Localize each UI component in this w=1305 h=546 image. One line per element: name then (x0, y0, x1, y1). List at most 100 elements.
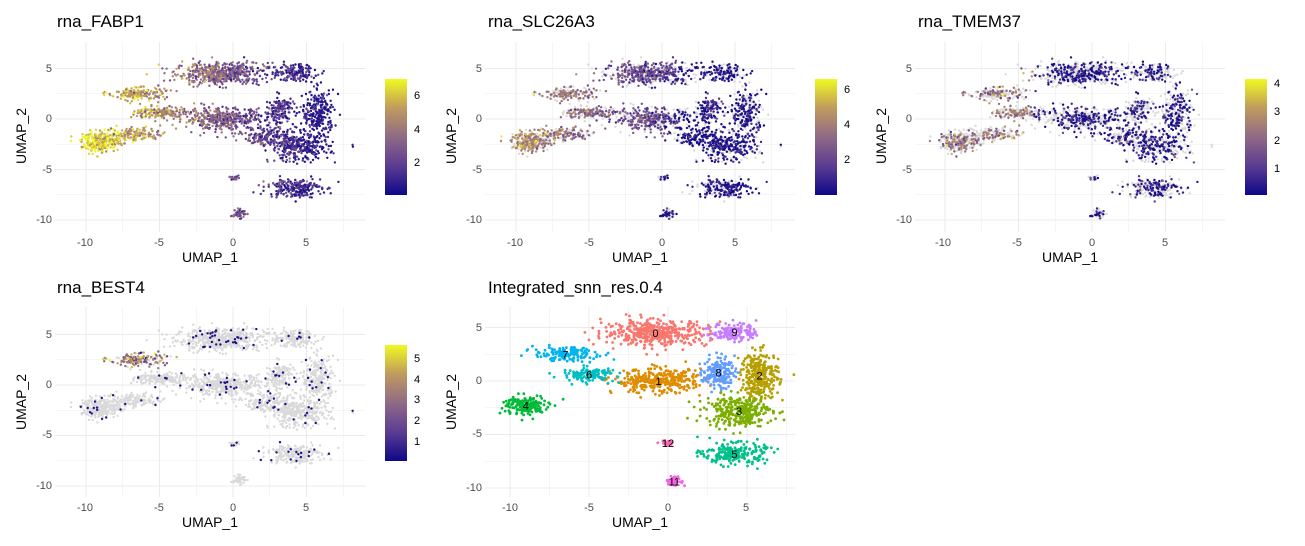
cell-point (237, 115, 240, 118)
cell-point (746, 118, 749, 121)
cell-point (229, 70, 233, 74)
cell-point (637, 106, 640, 109)
cell-point (741, 103, 744, 106)
cell-point (266, 61, 269, 65)
cell-point (273, 138, 276, 141)
cell-point (324, 126, 327, 129)
cell-point (116, 148, 119, 151)
cell-point (571, 108, 575, 111)
cell-point (293, 139, 296, 143)
cell-point (601, 70, 605, 73)
cell-point (622, 80, 625, 84)
cell-point (512, 142, 516, 146)
cell-point (255, 111, 258, 114)
cell-point (181, 77, 184, 81)
cell-point (711, 192, 714, 196)
cell-point (148, 92, 151, 95)
cell-point (305, 121, 308, 124)
cell-point (668, 67, 671, 71)
y-ticks: 5 0 -5 -10 (36, 63, 52, 226)
cell-point (178, 112, 181, 116)
cell-point (696, 185, 699, 188)
cell-point (278, 114, 281, 118)
cell-point (144, 105, 147, 109)
cell-point (233, 72, 237, 75)
cell-point (739, 121, 742, 124)
cell-point (82, 142, 86, 146)
cell-point (630, 123, 634, 126)
cell-point (221, 105, 224, 109)
cell-point (194, 77, 198, 80)
cell-point (650, 86, 654, 90)
cell-point (289, 127, 292, 131)
cell-point (218, 85, 221, 89)
cell-point (630, 121, 633, 124)
cell-point (648, 117, 651, 120)
cell-point (329, 99, 332, 103)
cell-point (324, 140, 327, 143)
cell-point (258, 132, 262, 136)
cell-point (288, 142, 292, 145)
cell-point (173, 78, 176, 82)
cell-point (78, 139, 82, 142)
cell-point (657, 113, 660, 116)
cell-point (659, 62, 662, 65)
cell-point (312, 103, 315, 106)
cell-point (280, 141, 284, 144)
cell-point (704, 144, 708, 148)
cell-point (236, 108, 240, 111)
cell-point (758, 150, 762, 153)
cell-point (233, 112, 236, 116)
cell-point (192, 85, 195, 89)
cell-point (318, 132, 321, 135)
cell-point (311, 178, 314, 181)
cell-point (215, 109, 218, 113)
cell-point (743, 74, 746, 77)
cell-point (311, 145, 314, 149)
cell-point (642, 82, 646, 86)
cell-point (607, 67, 610, 70)
cell-point (144, 110, 147, 113)
cell-point (738, 107, 741, 110)
cell-point (197, 70, 200, 73)
cell-point (702, 149, 705, 152)
cell-point (144, 115, 147, 118)
cell-point (252, 110, 256, 113)
cell-point (248, 139, 252, 142)
cell-point (223, 66, 227, 70)
cell-point (180, 106, 183, 109)
cell-point (312, 85, 316, 88)
cell-point (652, 70, 655, 73)
cell-point (94, 145, 98, 149)
cell-point (762, 161, 765, 164)
cell-point (276, 96, 279, 100)
cell-point (121, 135, 124, 138)
cell-point (210, 68, 214, 71)
cell-point (230, 214, 233, 218)
cell-point (142, 85, 145, 88)
cell-point (312, 107, 315, 111)
cell-point (556, 99, 559, 103)
cell-point (720, 64, 723, 67)
cell-point (291, 189, 294, 192)
cell-point (747, 115, 750, 118)
cell-point (97, 149, 100, 152)
cell-point (263, 130, 266, 133)
cell-point (246, 78, 249, 81)
cell-point (627, 119, 630, 123)
cell-point (292, 69, 296, 72)
cell-point (311, 127, 314, 130)
cell-point (294, 63, 297, 66)
cell-point (644, 111, 647, 114)
cell-point (181, 108, 184, 111)
cell-point (86, 136, 89, 139)
cell-point (617, 83, 620, 86)
cell-point (192, 110, 195, 113)
cell-point (649, 115, 653, 118)
cell-point (526, 155, 529, 158)
cell-point (290, 144, 293, 148)
cell-point (660, 66, 664, 69)
cell-point (311, 158, 315, 162)
cell-point (307, 73, 311, 77)
cell-point (645, 80, 648, 84)
